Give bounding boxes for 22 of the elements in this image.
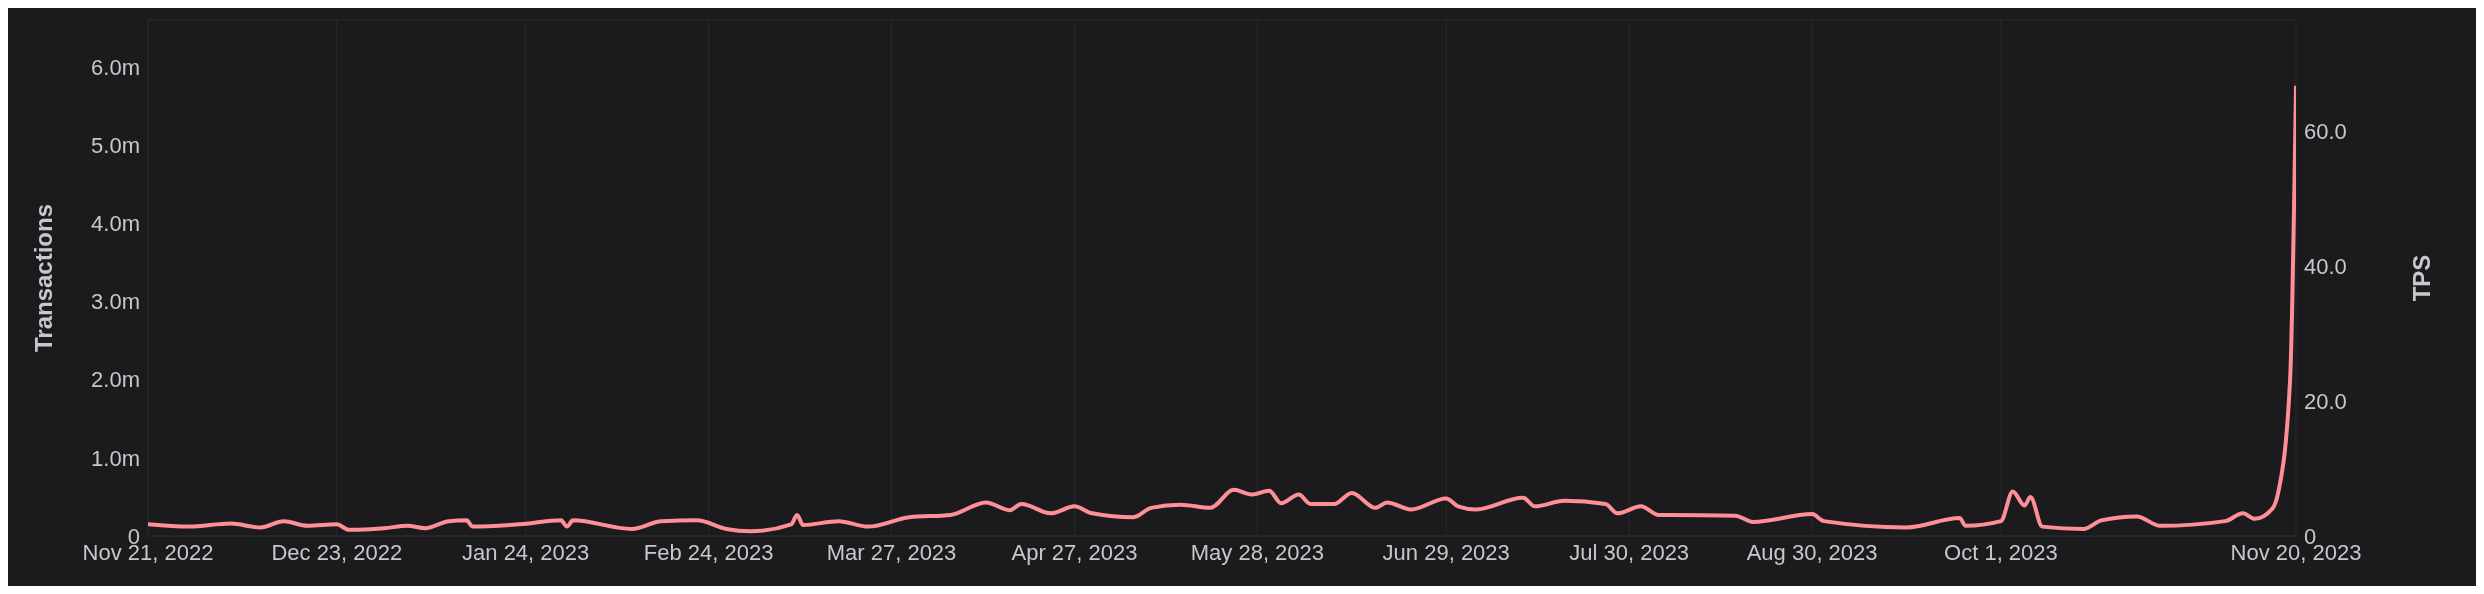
y2-axis-title: TPS: [2407, 254, 2435, 302]
y-tick-label: 4.0m: [91, 211, 140, 237]
y-axis-title: Transactions: [29, 203, 57, 353]
y2-tick-label: 60.0: [2304, 118, 2347, 144]
x-tick-label: Jul 30, 2023: [1569, 539, 1690, 565]
x-tick-label: Mar 27, 2023: [826, 539, 957, 565]
y-tick-label: 5.0m: [91, 132, 140, 158]
y2-tick-label: 40.0: [2304, 253, 2347, 279]
y-tick-label: 2.0m: [91, 367, 140, 393]
x-tick-label: Dec 23, 2022: [271, 539, 403, 565]
x-tick-label: May 28, 2023: [1190, 539, 1325, 565]
x-tick-label: Aug 30, 2023: [1746, 539, 1878, 565]
x-tick-label: Jun 29, 2023: [1382, 539, 1510, 565]
y-tick-label: 1.0m: [91, 445, 140, 471]
line-series: [148, 83, 2296, 534]
x-tick-label: Oct 1, 2023: [1944, 539, 2058, 565]
x-tick-label: Apr 27, 2023: [1011, 539, 1138, 565]
y-tick-label: 3.0m: [91, 289, 140, 315]
x-tick-label: Jan 24, 2023: [462, 539, 590, 565]
x-tick-label: Feb 24, 2023: [643, 539, 774, 565]
y2-tick-label: 20.0: [2304, 388, 2347, 414]
y-tick-label: 6.0m: [91, 54, 140, 80]
